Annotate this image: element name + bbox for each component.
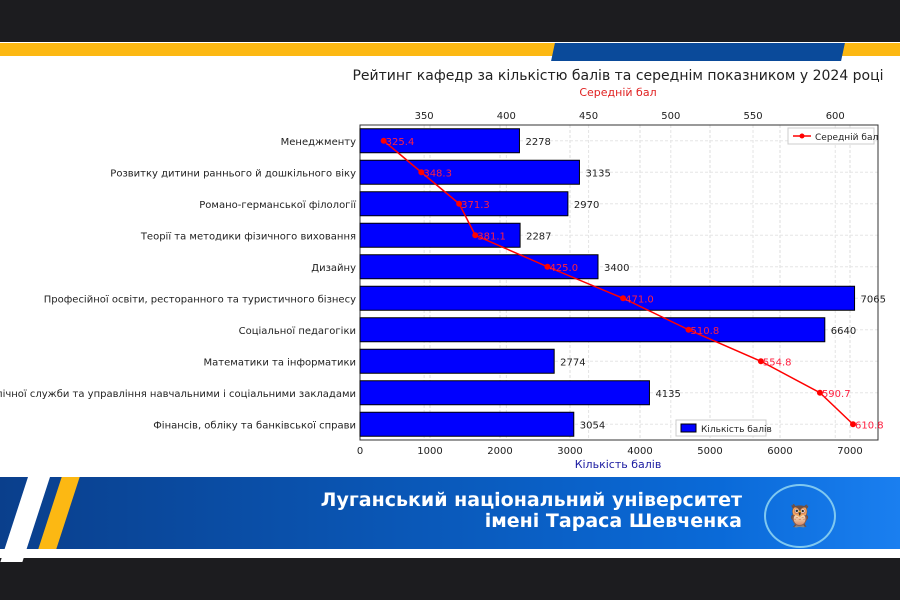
footer-banner (0, 477, 900, 549)
average-point (472, 232, 479, 239)
top-tick-label: 600 (826, 111, 845, 122)
top-axis-label: Середній бал (579, 86, 656, 99)
bar-value-label: 2774 (560, 357, 585, 368)
top-tick-label: 450 (579, 111, 598, 122)
x-tick-label: 7000 (837, 446, 862, 457)
category-label: Фінансів, обліку та банківської справи (153, 419, 356, 431)
bar (359, 159, 580, 185)
bar (359, 317, 826, 343)
x-tick-label: 1000 (417, 446, 442, 457)
average-value-label: 610.8 (855, 420, 884, 431)
x-tick-label: 5000 (697, 446, 722, 457)
average-value-label: 590.7 (822, 389, 851, 400)
category-label: Математики та інформатики (204, 356, 356, 368)
average-value-label: 554.8 (763, 357, 792, 368)
category-label: Соціальної педагогіки (239, 325, 356, 337)
average-point (380, 137, 387, 144)
average-line (383, 140, 854, 425)
average-point (816, 389, 823, 396)
bar-value-label: 2278 (525, 137, 550, 148)
x-tick-label: 3000 (557, 446, 582, 457)
average-value-label: 510.8 (691, 326, 720, 337)
legend-top (787, 127, 875, 145)
legend-label: Середній бал (815, 133, 878, 143)
bar (359, 285, 856, 311)
legend-label: Кількість балів (701, 425, 772, 435)
bar (359, 254, 599, 280)
category-label: Дизайну (311, 263, 356, 274)
slide: Рейтинг кафедр за кількістю балів та сер… (0, 42, 900, 562)
bar (359, 380, 650, 406)
x-tick-label: 6000 (767, 446, 792, 457)
average-point (544, 263, 551, 270)
average-value-label: 381.1 (477, 231, 506, 242)
average-point (757, 358, 764, 365)
bar-value-label: 3135 (585, 168, 610, 179)
top-tick-label: 500 (661, 111, 680, 122)
chart: Рейтинг кафедр за кількістю балів та сер… (0, 68, 886, 471)
average-point (456, 200, 463, 207)
legend-bar-marker (680, 423, 697, 433)
legend-line-marker (799, 133, 805, 139)
top-tick-label: 400 (497, 111, 516, 122)
x-axis-label: Кількість балів (575, 458, 662, 471)
category-label: Професійної освіти, ресторанного та тури… (44, 293, 356, 305)
bar-value-label: 2287 (526, 231, 551, 242)
average-value-label: 371.3 (461, 200, 490, 211)
bar-value-label: 3054 (580, 420, 605, 431)
bar-value-label: 7065 (861, 294, 886, 305)
bar (359, 411, 575, 437)
category-label: Публічної служби та управління навчальни… (0, 388, 356, 400)
category-label: Менеджменту (281, 137, 356, 148)
top-tick-label: 550 (743, 111, 762, 122)
chart-title: Рейтинг кафедр за кількістю балів та сер… (352, 68, 883, 84)
bar-value-label: 6640 (831, 326, 856, 337)
bar (359, 348, 555, 374)
plot-frame (359, 124, 879, 441)
average-point (418, 169, 425, 176)
university-line1: Луганський національний університет (320, 489, 742, 511)
category-label: Теорії та методики фізичного виховання (140, 230, 356, 242)
average-point (685, 326, 692, 333)
legend-bottom (675, 419, 767, 437)
top-tick-label: 350 (415, 111, 434, 122)
university-name: Луганський національний університет імен… (321, 490, 742, 532)
average-value-label: 325.4 (386, 137, 415, 148)
average-value-label: 471.0 (625, 294, 654, 305)
average-value-label: 348.3 (423, 168, 452, 179)
bar-value-label: 3400 (604, 263, 629, 274)
bar-value-label: 4135 (655, 389, 680, 400)
x-tick-label: 4000 (627, 446, 652, 457)
university-seal-logo: 🦉 (764, 484, 836, 548)
average-value-label: 425.0 (549, 263, 578, 274)
x-tick-label: 0 (357, 446, 363, 457)
average-point (850, 421, 857, 428)
category-label: Романо-германської філології (199, 199, 356, 211)
x-tick-label: 2000 (487, 446, 512, 457)
average-point (620, 295, 627, 302)
university-line2: імені Тараса Шевченка (484, 510, 742, 532)
bar-value-label: 2970 (574, 200, 599, 211)
category-label: Розвитку дитини раннього й дошкільного в… (110, 167, 356, 179)
